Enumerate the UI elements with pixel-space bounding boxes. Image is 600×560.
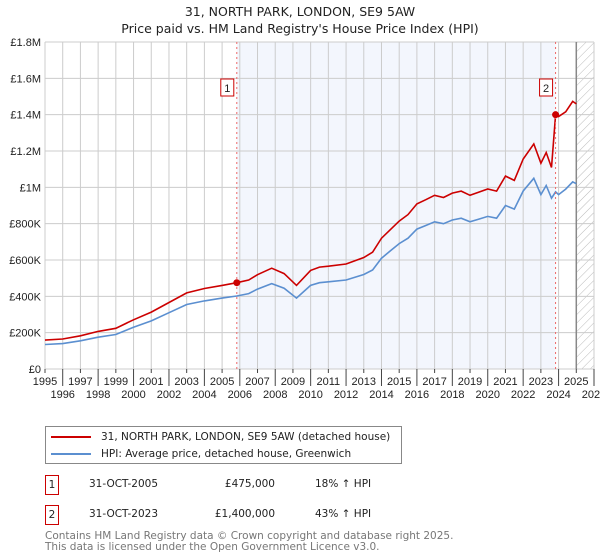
y-tick-label: £0 [29,364,41,376]
chart-title: 31, NORTH PARK, LONDON, SE9 5AW [184,4,416,19]
x-tick-label: 2018 [440,389,464,401]
annotation-label: 2 [543,83,549,95]
x-tick-label: 2001 [139,376,163,388]
x-tick-label: 2000 [121,389,145,401]
legend-label: 31, NORTH PARK, LONDON, SE9 5AW (detache… [101,431,391,443]
y-tick-label: £1.4M [10,110,41,122]
chart-legend: 31, NORTH PARK, LONDON, SE9 5AW (detache… [45,426,402,464]
transaction-badge: 2 [45,505,59,525]
transaction-badge: 1 [45,475,59,495]
x-tick-label: 2012 [334,389,358,401]
y-tick-label: £1.2M [10,146,41,158]
x-tick-label: 2019 [458,376,482,388]
sale-point [233,279,241,287]
x-tick-label: 2024 [546,389,570,401]
y-tick-label: £1M [20,182,41,194]
hpi-line [44,176,577,346]
transaction-price: £475,000 [224,478,275,490]
x-tick-label: 1996 [50,389,74,401]
annotation-box [539,78,554,97]
x-tick-label: 2010 [298,389,322,401]
x-tick-label: 2020 [475,389,499,401]
y-tick-label: £800K [9,219,41,231]
legend-item-property: 31, NORTH PARK, LONDON, SE9 5AW (detache… [46,429,390,445]
transaction-date: 31-OCT-2023 [89,508,158,520]
annotation-box [220,78,235,97]
chart-subtitle: Price paid vs. HM Land Registry's House … [121,21,479,36]
transaction-hpi: 43% ↑ HPI [315,508,372,520]
y-tick-label: £200K [9,328,41,340]
x-tick-label: 1999 [104,376,128,388]
transaction-row: 1 31-OCT-2005 £475,000 18% ↑ HPI [45,475,445,495]
x-tick-label: 2011 [317,376,341,388]
x-tick-label: 1998 [86,389,110,401]
x-tick-label: 1997 [68,376,92,388]
x-tick-label: 2013 [352,376,376,388]
sale-point [552,111,560,119]
x-tick-label: 2007 [245,376,269,388]
legend-item-hpi: HPI: Average price, detached house, Gree… [46,446,351,462]
x-tick-label: 2016 [405,389,429,401]
x-tick-label: 2026 [582,389,600,401]
legend-swatch-red [51,436,91,438]
legend-label: HPI: Average price, detached house, Gree… [101,448,352,460]
x-tick-label: 2021 [493,376,517,388]
footer-licence: This data is licensed under the Open Gov… [45,541,380,553]
transaction-hpi: 18% ↑ HPI [315,478,372,490]
x-tick-label: 2003 [174,376,198,388]
y-tick-label: £1.8M [10,37,41,49]
x-tick-label: 2017 [422,376,446,388]
x-tick-label: 2023 [529,376,553,388]
transaction-row: 2 31-OCT-2023 £1,400,000 43% ↑ HPI [45,505,445,525]
x-tick-label: 2002 [157,389,181,401]
y-tick-label: £600K [9,255,41,267]
y-tick-label: £400K [9,291,41,303]
transaction-date: 31-OCT-2005 [89,478,158,490]
x-tick-label: 2006 [228,389,252,401]
footer-copyright: Contains HM Land Registry data © Crown c… [45,530,454,542]
annotation-label: 1 [224,83,230,95]
x-tick-label: 2004 [192,389,216,401]
x-tick-label: 2022 [511,389,535,401]
transaction-price: £1,400,000 [214,508,275,520]
x-tick-label: 1995 [33,376,57,388]
x-tick-label: 2008 [263,389,287,401]
x-tick-label: 2025 [564,376,588,388]
property-price-line [44,100,577,341]
x-tick-label: 2005 [210,376,234,388]
shaded-ownership-period [236,42,556,369]
price-chart: 1 219951996199719981999200020012002200320… [9,37,600,401]
x-tick-label: 2009 [281,376,305,388]
x-tick-label: 2014 [369,389,393,401]
legend-swatch-blue [51,453,91,455]
forecast-hatched-region [576,42,594,369]
y-tick-label: £1.6M [10,73,41,85]
x-tick-label: 2015 [387,376,411,388]
